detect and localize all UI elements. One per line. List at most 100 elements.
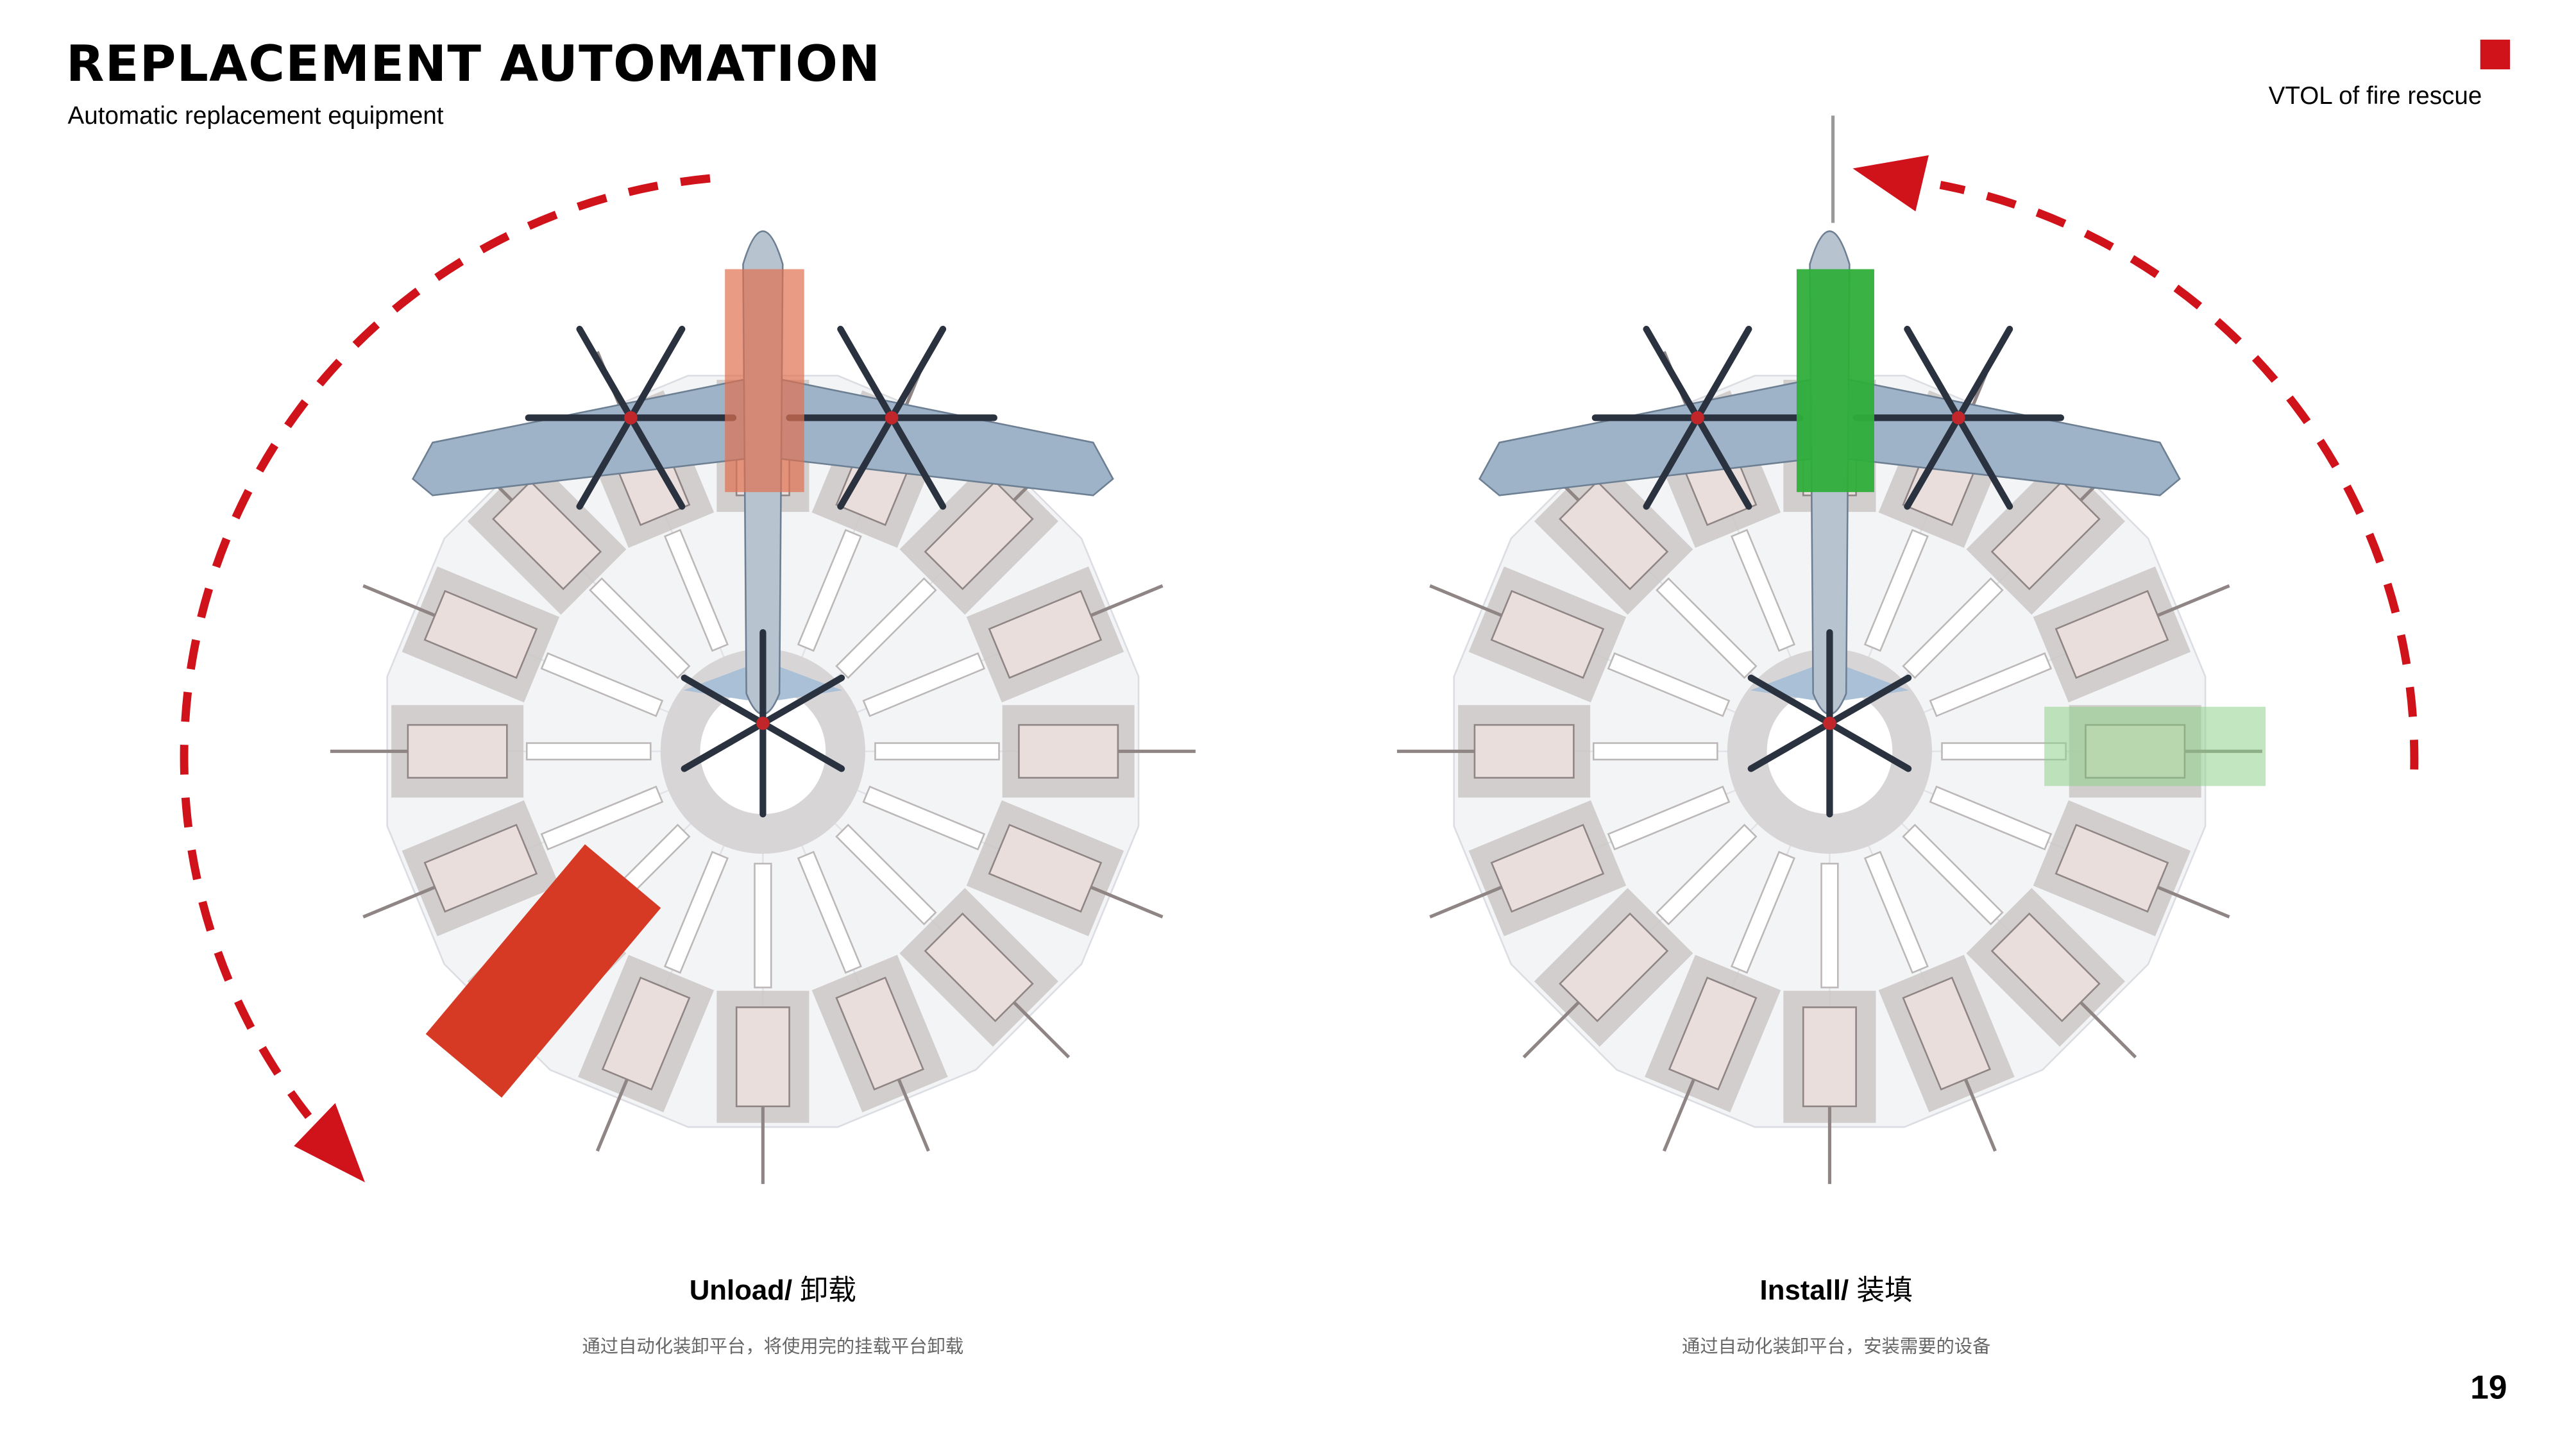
equipment-boom [897,1078,930,1152]
equipment-bay [362,566,672,717]
equipment-bay [362,785,672,936]
bay-rail [797,851,862,974]
equipment-bay [1396,705,1731,798]
equipment-boom [362,584,436,617]
unload-highlight [725,269,804,493]
brand-square [2480,39,2511,70]
mounted-equipment [407,724,508,779]
propeller-hub [756,716,770,730]
install-caption: Install/ 装填 通过自动化装卸平台，安装需要的设备 [1423,1267,2249,1359]
bay-rail [1902,577,2004,679]
mounted-equipment [735,1006,790,1108]
equipment-bay [1920,785,2230,936]
propeller-hub [624,411,638,425]
install-target-bay [2044,706,2266,786]
equipment-bay [1522,444,1761,682]
unload-caption: Unload/ 卸载 通过自动化装卸平台，将使用完的挂载平台卸载 [360,1267,1185,1359]
bay-rail [540,785,664,851]
bay-rail [862,785,986,851]
bay-rail [1656,824,1758,926]
equipment-bay [1522,820,1761,1059]
bay-rail [540,652,664,717]
equipment-bay [330,705,664,798]
equipment-bay [1645,842,1796,1152]
page-title: REPLACEMENT AUTOMATION [65,36,881,94]
bay-rail [862,652,986,717]
propeller-blade [837,325,895,421]
equipment-boom [2079,1001,2137,1059]
propeller-blade [1826,674,1912,727]
equipment-boom [595,1078,629,1152]
bay-rail [1656,577,1758,679]
propeller-blade [837,414,895,510]
unload-title-cn: 卸载 [800,1275,856,1307]
propeller-blade [1826,720,1912,772]
mounted-equipment [1802,1006,1857,1108]
bay-rail [1730,851,1796,974]
propeller-hub [1823,716,1836,730]
propeller-blade [1904,414,1962,510]
propeller-blade [759,674,845,727]
bay-rail [663,851,729,974]
propeller-blade [888,414,947,510]
equipment-bay [854,785,1164,936]
bay-rail [663,529,729,652]
equipment-bay [861,705,1196,798]
mounted-equipment [1018,724,1119,779]
equipment-boom [1662,1078,1695,1152]
equipment-bay [1899,820,2137,1059]
bay-rail [835,824,937,926]
equipment-boom [1090,584,1164,617]
install-title-en: Install/ [1759,1275,1849,1307]
equipment-bay [578,842,729,1152]
propeller-blade [1694,414,1752,510]
equipment-boom [2157,885,2230,919]
unload-target-bay [425,844,661,1098]
bay-rail [1730,529,1796,652]
install-title: Install/ 装填 [1423,1267,2249,1308]
equipment-boom [362,885,436,919]
propeller-blade [576,414,634,510]
propeller-blade [681,720,767,772]
bay-rail [797,529,862,652]
bay-rail [1607,652,1731,717]
propeller-blade [1904,325,1962,421]
propeller-blade [627,414,686,510]
bay-rail [874,742,1000,761]
propeller-hub [1691,411,1704,425]
bay-rail [1593,742,1718,761]
install-title-cn: 装填 [1856,1275,1913,1307]
equipment-boom [1012,1001,1071,1059]
mounted-equipment [1559,480,1669,591]
install-description: 通过自动化装卸平台，安装需要的设备 [1682,1337,1991,1358]
propeller-blade [1955,325,2013,421]
equipment-bay [1429,785,1739,936]
bay-rail [1863,851,1929,974]
bay-rail [1929,785,2053,851]
propeller-hub [885,411,899,425]
propeller-blade [1747,674,1833,727]
equipment-bay [455,444,694,682]
propeller-blade [1643,325,1701,421]
propeller-blade [1955,414,2013,510]
equipment-bay [1920,566,2230,717]
bay-rail [835,577,937,679]
equipment-bay [797,842,948,1152]
equipment-boom [1429,885,1503,919]
install-rotation-arc [1939,181,2419,770]
bay-rail [525,742,652,761]
page-number: 19 [2470,1370,2507,1407]
bay-rail [589,577,691,679]
equipment-boom [1963,1078,1997,1152]
propeller-blade [759,720,845,772]
page-subtitle: Automatic replacement equipment [67,102,444,131]
project-tag: VTOL of fire rescue [2268,82,2482,111]
propeller-blade [681,674,767,727]
bay-rail [1863,529,1929,652]
propeller-blade [1747,720,1833,772]
equipment-bay [832,820,1071,1059]
equipment-boom [1429,584,1503,617]
equipment-bay [832,444,1071,682]
